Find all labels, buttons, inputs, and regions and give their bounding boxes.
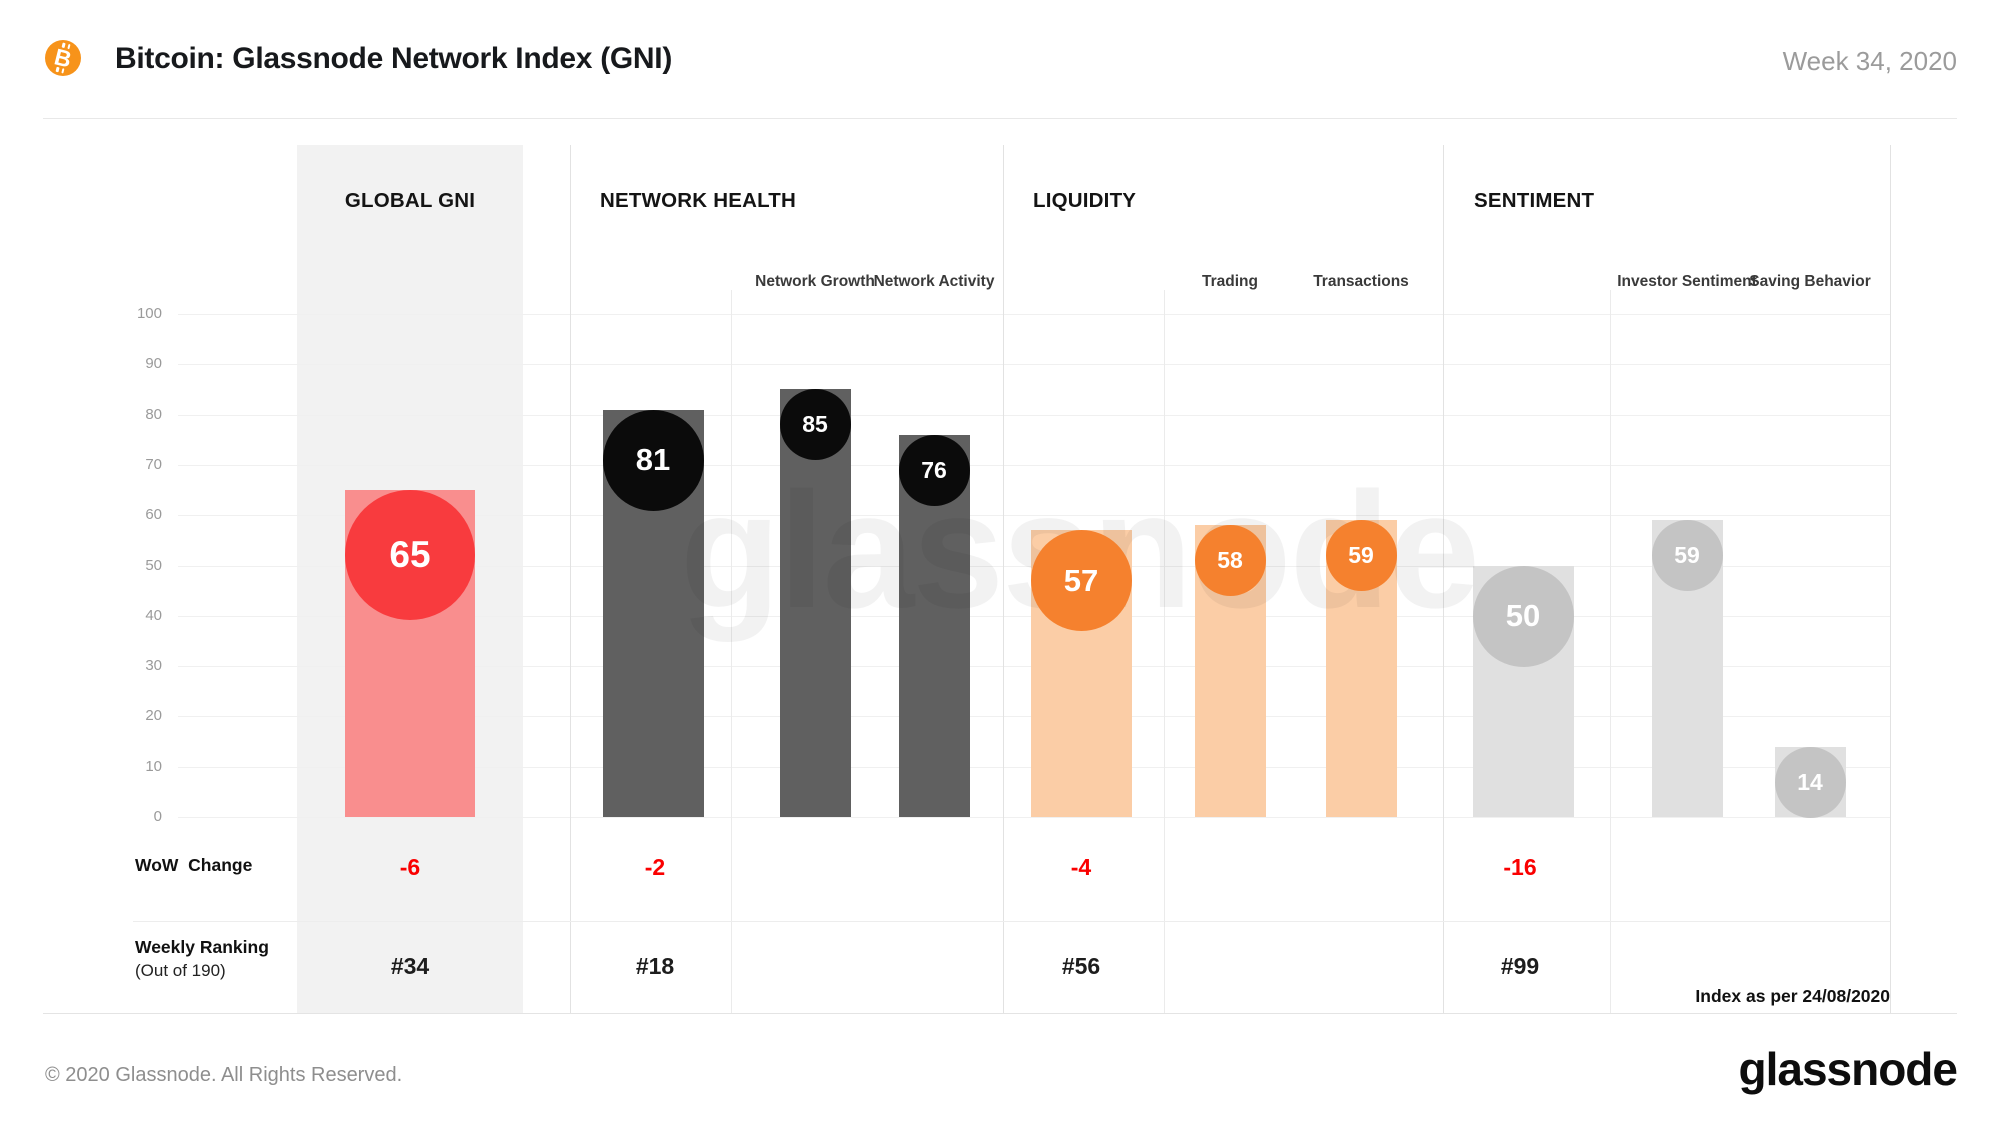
copyright-text: © 2020 Glassnode. All Rights Reserved. (45, 1064, 403, 1086)
header-divider (43, 118, 1957, 119)
index-as-of-note: Index as per 24/08/2020 (1695, 986, 1890, 1006)
section-title-sentiment: SENTIMENT (1474, 189, 1595, 212)
wow-change-value-network-health: -2 (644, 854, 666, 880)
section-title-network-health: NETWORK HEALTH (600, 189, 797, 212)
glassnode-logo: glassnode (1738, 1043, 1958, 1095)
bubble-investor-sentiment: 59 (1651, 520, 1723, 592)
y-tick-label-10: 10 (145, 757, 162, 775)
wow-change-value-liquidity: -4 (1070, 854, 1092, 880)
bubble-sentiment: 50 (1472, 565, 1574, 667)
weekly-ranking-value-global-gni: #34 (390, 953, 430, 979)
weekly-ranking-label-line1: Weekly Ranking (135, 937, 269, 957)
sub-label-saving-behavior: Saving Behavior (1749, 272, 1871, 290)
y-tick-label-40: 40 (145, 606, 162, 624)
gridline-100 (178, 314, 1890, 315)
section-divider-liquidity (1003, 145, 1004, 1013)
section-divider-sentiment (1443, 145, 1444, 1013)
row-divider (133, 921, 1890, 922)
table-right-edge (1890, 145, 1891, 1013)
y-tick-label-60: 60 (145, 506, 162, 524)
sub-divider-sentiment (1610, 290, 1611, 1013)
y-tick-label-30: 30 (145, 657, 162, 675)
bar-network-growth (779, 389, 851, 817)
table-bottom-divider (43, 1013, 1957, 1014)
bubble-transactions: 59 (1325, 520, 1397, 592)
gridline-60 (178, 515, 1890, 517)
gridline-70 (178, 464, 1890, 466)
bitcoin-b-glyph: B (41, 36, 85, 80)
y-tick-label-20: 20 (145, 707, 162, 725)
weekly-ranking-label-line2: (Out of 190) (135, 961, 226, 980)
y-tick-label-90: 90 (145, 355, 162, 373)
y-tick-label-80: 80 (145, 405, 162, 423)
bubble-saving-behavior: 14 (1774, 746, 1846, 818)
bubble-network-activity: 76 (898, 434, 970, 506)
weekly-ranking-value-liquidity: #56 (1061, 953, 1101, 979)
section-divider-network-health (570, 145, 571, 1013)
section-title-liquidity: LIQUIDITY (1033, 189, 1137, 212)
sub-label-network-growth: Network Growth (755, 272, 875, 290)
sub-label-investor-sentiment: Investor Sentiment (1617, 272, 1757, 290)
sub-divider-network-health (731, 290, 732, 1013)
bubble-network-growth: 85 (779, 389, 851, 461)
sub-label-network-activity: Network Activity (873, 272, 995, 290)
page-title: Bitcoin: Glassnode Network Index (GNI) (115, 42, 673, 75)
bitcoin-icon: B (45, 40, 81, 76)
gridline-80 (178, 414, 1890, 416)
bubble-global-gni: 65 (345, 490, 475, 621)
y-tick-label-70: 70 (145, 455, 162, 473)
y-tick-label-100: 100 (136, 305, 162, 322)
week-label: Week 34, 2020 (1782, 46, 1957, 76)
y-tick-label-0: 0 (153, 808, 162, 825)
bubble-trading: 58 (1194, 525, 1266, 597)
weekly-ranking-row-label: Weekly Ranking (Out of 190) (135, 936, 269, 982)
bubble-liquidity: 57 (1030, 530, 1132, 632)
wow-change-row-label: WoW Change (135, 855, 253, 875)
weekly-ranking-value-network-health: #18 (635, 953, 675, 979)
wow-change-value-global-gni: -6 (399, 854, 421, 880)
weekly-ranking-value-sentiment: #99 (1500, 953, 1540, 979)
section-title-global-gni: GLOBAL GNI (344, 189, 476, 212)
sub-label-transactions: Transactions (1313, 272, 1409, 290)
wow-change-value-sentiment: -16 (1503, 854, 1537, 880)
bubble-network-health: 81 (602, 409, 704, 511)
y-tick-label-50: 50 (145, 556, 162, 574)
sub-divider-liquidity (1164, 290, 1165, 1013)
sub-label-trading: Trading (1202, 272, 1258, 290)
gridline-0 (178, 817, 1890, 818)
gridline-90 (178, 364, 1890, 366)
